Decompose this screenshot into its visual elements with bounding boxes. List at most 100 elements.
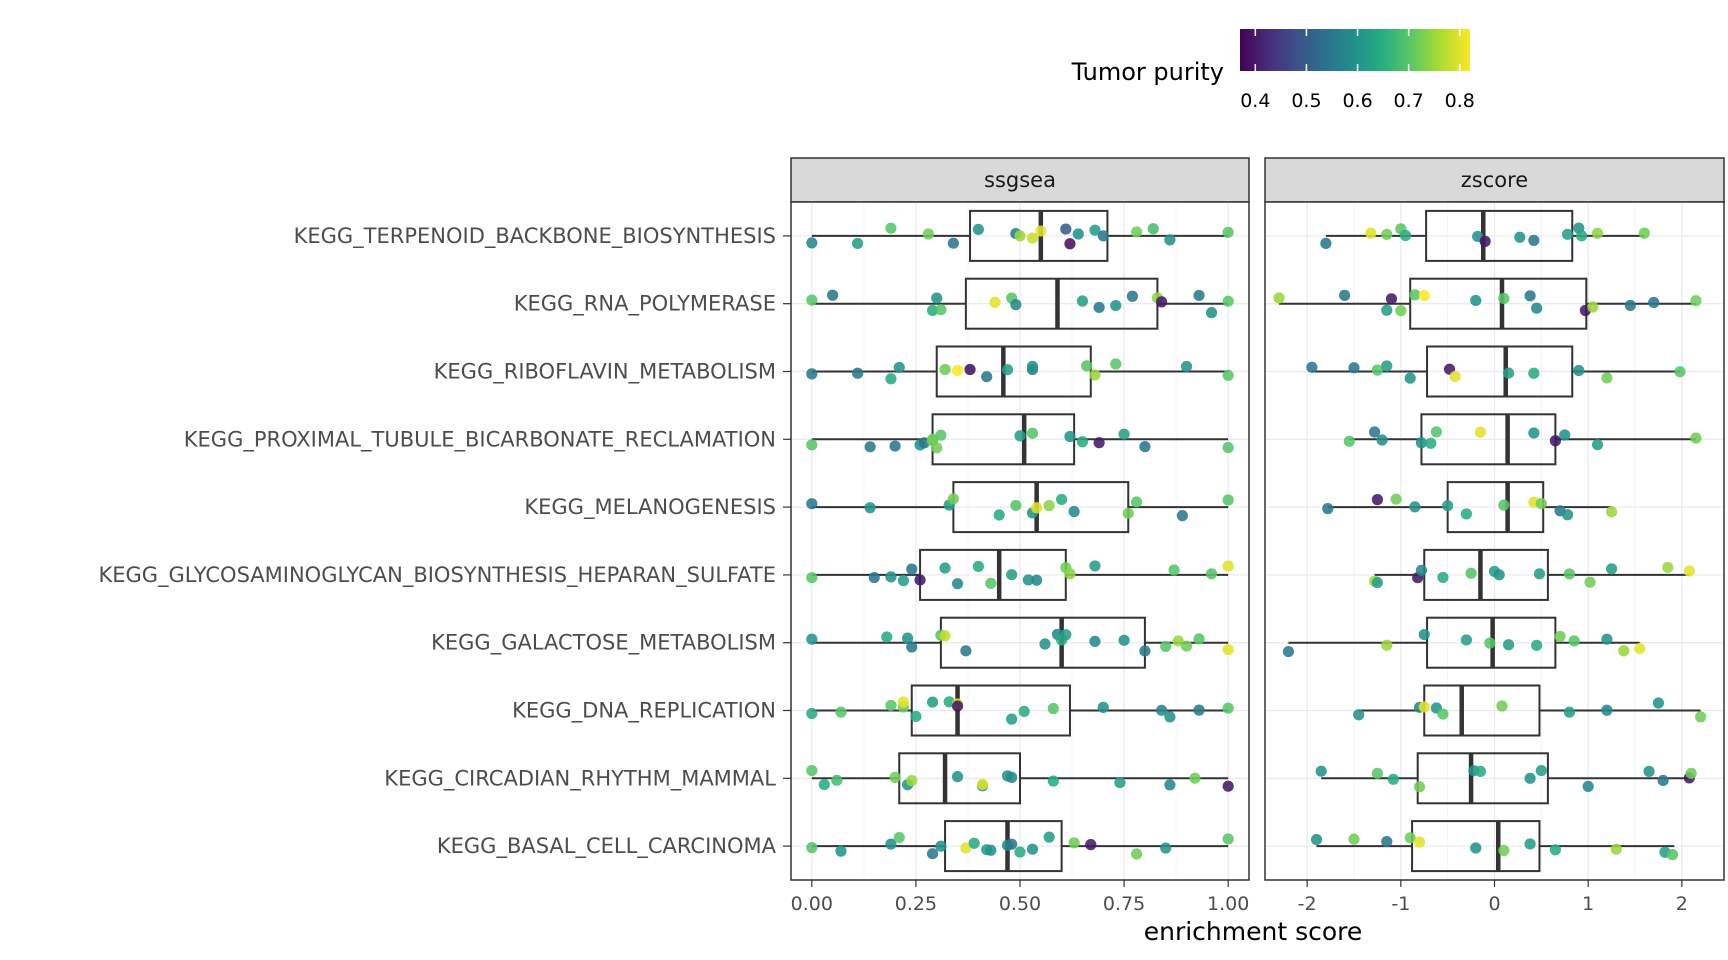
sample-point <box>885 699 897 712</box>
sample-point <box>1001 364 1014 376</box>
sample-point <box>1666 849 1679 861</box>
facet-strip-label: ssgsea <box>984 168 1056 192</box>
sample-point <box>1582 780 1594 793</box>
sample-point <box>1376 434 1388 446</box>
x-tick-label: 0.75 <box>1103 893 1145 915</box>
sample-point <box>1365 227 1377 239</box>
sample-point <box>901 632 914 644</box>
sample-point <box>1147 223 1159 235</box>
sample-point <box>1064 238 1076 250</box>
x-tick-label: -1 <box>1391 893 1410 915</box>
sample-point <box>1315 765 1327 777</box>
sample-point <box>864 441 876 453</box>
pathway-label: KEGG_DNA_REPLICATION <box>512 699 776 724</box>
sample-point <box>1160 640 1172 653</box>
sample-point <box>1222 833 1234 845</box>
sample-point <box>1130 848 1143 860</box>
sample-point <box>993 509 1005 521</box>
sample-point <box>1561 228 1574 240</box>
sample-point <box>951 578 964 590</box>
sample-point <box>1415 564 1428 576</box>
pathway-label: KEGG_RIBOFLAVIN_METABOLISM <box>434 360 776 385</box>
sample-point <box>1222 494 1234 506</box>
sample-point <box>1381 639 1393 651</box>
sample-point <box>1484 637 1496 649</box>
sample-point <box>1222 226 1234 238</box>
sample-point <box>1172 635 1184 647</box>
sample-point <box>1026 232 1039 244</box>
sample-point <box>972 223 984 236</box>
sample-point <box>1093 301 1105 314</box>
sample-point <box>1097 230 1109 242</box>
sample-point <box>1014 430 1026 442</box>
sample-point <box>922 228 935 240</box>
sample-point <box>1618 645 1630 657</box>
sample-point <box>1399 229 1412 242</box>
sample-point <box>893 831 905 844</box>
sample-point <box>960 645 972 657</box>
sample-point <box>806 572 818 584</box>
sample-point <box>864 502 876 514</box>
sample-point <box>951 771 964 783</box>
sample-point <box>1395 305 1407 317</box>
pathway-label: KEGG_GLYCOSAMINOGLYCAN_BIOSYNTHESIS_HEPA… <box>98 563 776 588</box>
sample-point <box>1554 630 1566 643</box>
facet-strip-label: zscore <box>1461 168 1528 192</box>
sample-point <box>1118 634 1130 646</box>
sample-point <box>1076 436 1089 448</box>
x-tick-label: -2 <box>1298 893 1317 915</box>
sample-point <box>1010 499 1022 512</box>
sample-point <box>1601 704 1613 716</box>
sample-point <box>1089 635 1101 648</box>
sample-point <box>1690 295 1702 307</box>
sample-point <box>1006 569 1018 581</box>
sample-point <box>806 633 818 645</box>
sample-point <box>960 842 972 854</box>
facet-panel-zscore: zscore -2 -1 0 1 2 <box>1264 157 1725 915</box>
colorbar-tick-label: 0.4 <box>1240 90 1270 112</box>
sample-point <box>897 575 910 587</box>
sample-point <box>831 774 843 786</box>
pathway-label: KEGG_RNA_POLYMERASE <box>514 292 776 317</box>
sample-point <box>1018 705 1030 718</box>
sample-point <box>1097 701 1109 713</box>
sample-point <box>1430 426 1443 438</box>
sample-point <box>1348 833 1360 845</box>
sample-point <box>1442 500 1454 512</box>
sample-point <box>1498 499 1510 511</box>
sample-point <box>1164 779 1176 791</box>
sample-point <box>1047 775 1059 787</box>
sample-point <box>1533 568 1546 580</box>
sample-point <box>806 498 818 510</box>
sample-point <box>1524 772 1536 784</box>
sample-point <box>889 440 901 452</box>
sample-point <box>1559 429 1571 441</box>
sample-point <box>806 764 818 777</box>
sample-point <box>885 373 897 385</box>
sample-point <box>1449 370 1461 383</box>
box-iqr <box>1416 752 1549 805</box>
sample-point <box>1528 427 1540 439</box>
sample-point <box>1573 364 1585 377</box>
sample-point <box>1110 299 1122 312</box>
sample-point <box>1685 767 1697 779</box>
sample-point <box>1155 704 1168 716</box>
sample-point <box>893 361 905 374</box>
sample-point <box>1694 711 1707 723</box>
sample-point <box>1189 772 1201 784</box>
sample-point <box>1222 702 1234 714</box>
sample-point <box>926 848 939 860</box>
sample-point <box>1524 838 1536 850</box>
sample-point <box>1205 568 1218 580</box>
sample-point <box>1634 642 1646 655</box>
sample-point <box>1043 831 1055 843</box>
sample-point <box>1387 773 1399 785</box>
sample-point <box>926 304 939 317</box>
sample-point <box>1348 362 1360 374</box>
x-tick-label: 2 <box>1676 893 1688 915</box>
sample-point <box>935 304 947 316</box>
sample-point <box>1085 839 1097 851</box>
sample-point <box>1164 234 1176 246</box>
sample-point <box>1343 435 1355 447</box>
sample-point <box>1514 231 1526 243</box>
